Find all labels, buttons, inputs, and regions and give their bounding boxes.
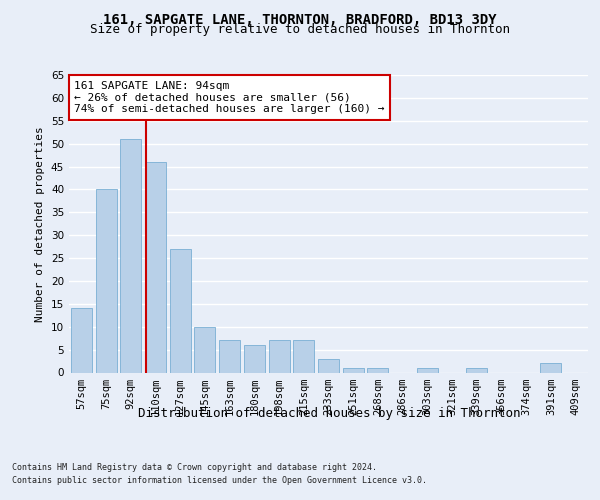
Bar [71,308,92,372]
Bar [194,326,215,372]
Bar [293,340,314,372]
Bar [95,190,116,372]
Bar [219,340,240,372]
Bar [343,368,364,372]
Y-axis label: Number of detached properties: Number of detached properties [35,126,46,322]
Bar [466,368,487,372]
Bar [367,368,388,372]
Bar [269,340,290,372]
Bar [541,364,562,372]
Bar [170,249,191,372]
Text: 161 SAPGATE LANE: 94sqm
← 26% of detached houses are smaller (56)
74% of semi-de: 161 SAPGATE LANE: 94sqm ← 26% of detache… [74,81,385,114]
Bar [145,162,166,372]
Text: Distribution of detached houses by size in Thornton: Distribution of detached houses by size … [137,408,520,420]
Text: Contains HM Land Registry data © Crown copyright and database right 2024.: Contains HM Land Registry data © Crown c… [12,462,377,471]
Text: Contains public sector information licensed under the Open Government Licence v3: Contains public sector information licen… [12,476,427,485]
Bar [120,139,141,372]
Bar [417,368,438,372]
Bar [244,345,265,372]
Text: Size of property relative to detached houses in Thornton: Size of property relative to detached ho… [90,24,510,36]
Text: 161, SAPGATE LANE, THORNTON, BRADFORD, BD13 3DY: 161, SAPGATE LANE, THORNTON, BRADFORD, B… [103,12,497,26]
Bar [318,359,339,372]
